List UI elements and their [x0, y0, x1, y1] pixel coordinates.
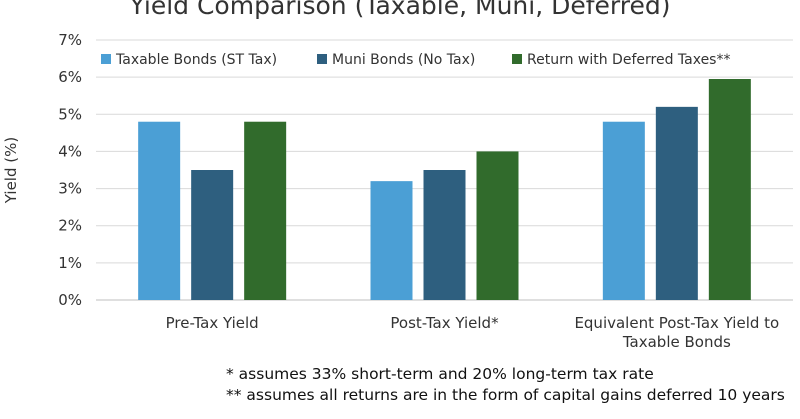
y-tick-label: 0% [58, 291, 82, 309]
legend: Taxable Bonds (ST Tax) Muni Bonds (No Tax… [101, 52, 730, 68]
chart-title: Yield Comparison (Taxable, Muni, Deferre… [129, 0, 671, 20]
bar [191, 170, 234, 300]
y-tick-label: 7% [58, 31, 82, 49]
y-tick-label: 1% [58, 254, 82, 272]
x-category-label: Pre-Tax Yield [166, 314, 259, 332]
bar [423, 170, 466, 300]
x-category-label: Post-Tax Yield* [390, 314, 499, 332]
bar [476, 151, 519, 300]
footnote: * assumes 33% short-term and 20% long-te… [226, 365, 654, 383]
bar [655, 106, 698, 300]
x-axis-category-labels: Pre-Tax Yield Post-Tax Yield* Equivalent P… [166, 314, 780, 351]
y-tick-label: 6% [58, 68, 82, 86]
y-tick-label: 5% [58, 105, 82, 123]
y-axis: 0% 1% 2% 3% 4% 5% 6% 7% [58, 31, 82, 309]
bar [708, 79, 751, 300]
y-axis-title: Yield (%) [2, 137, 20, 204]
bar [370, 181, 413, 300]
bars [138, 79, 751, 300]
x-category-label: Equivalent Post-Tax Yield to [574, 314, 779, 332]
x-category-label: Taxable Bonds [622, 333, 731, 351]
bar [138, 121, 181, 300]
legend-label: Return with Deferred Taxes** [527, 52, 730, 68]
bar [244, 121, 287, 300]
bar [602, 121, 645, 300]
y-tick-label: 4% [58, 142, 82, 160]
y-tick-label: 3% [58, 180, 82, 198]
legend-swatch [512, 54, 522, 64]
y-tick-label: 2% [58, 217, 82, 235]
legend-label: Taxable Bonds (ST Tax) [115, 52, 277, 68]
legend-swatch [317, 54, 327, 64]
footnote: ** assumes all returns are in the form o… [226, 386, 785, 404]
legend-swatch [101, 54, 111, 64]
footnotes: * assumes 33% short-term and 20% long-te… [226, 365, 785, 404]
legend-label: Muni Bonds (No Tax) [332, 52, 475, 68]
